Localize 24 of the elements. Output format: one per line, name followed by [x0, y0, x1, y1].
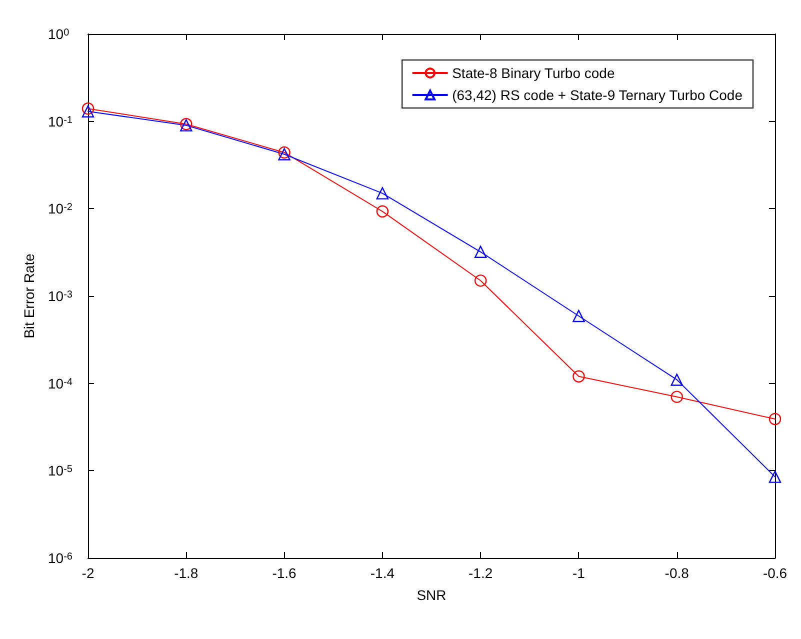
x-tick-label: -0.8 [664, 565, 690, 581]
legend-label: State-8 Binary Turbo code [452, 65, 615, 81]
x-axis-title: SNR [416, 587, 446, 603]
y-axis-title: Bit Error Rate [21, 253, 37, 338]
point [82, 102, 94, 115]
point [376, 205, 389, 218]
point [82, 105, 94, 118]
point [670, 390, 683, 403]
x-tick-label: -2 [82, 565, 94, 581]
x-tick-label: -1.2 [468, 565, 493, 581]
x-tick-label: -1 [572, 565, 586, 581]
point [474, 246, 487, 258]
x-tick-label: -1.8 [174, 565, 198, 581]
point [376, 187, 389, 200]
x-tick-label: -1.4 [370, 565, 395, 581]
point [768, 470, 782, 483]
legend-label: (63,42) RS code + State-9 Ternary Turbo Code [452, 87, 743, 103]
x-tick-label: -1.6 [272, 565, 297, 581]
point [572, 310, 585, 322]
x-tick-label: -0.6 [762, 565, 788, 581]
point [572, 370, 585, 383]
point [670, 374, 683, 386]
point [474, 274, 487, 287]
point [768, 412, 782, 426]
